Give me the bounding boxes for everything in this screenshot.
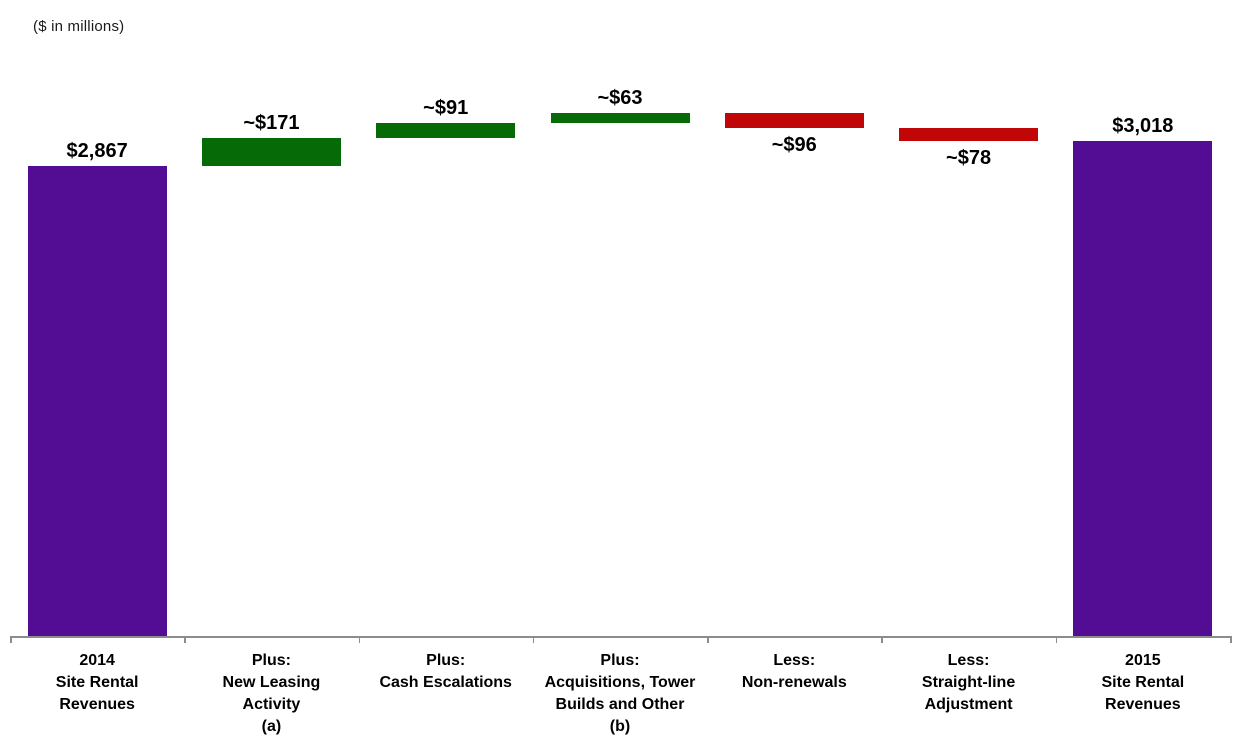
x-axis-category-line: Revenues (59, 696, 135, 713)
x-axis-category-line: New Leasing (222, 674, 321, 691)
x-axis-category-label: 2014 Site Rental Revenues (2, 650, 192, 716)
x-axis-tick (1230, 636, 1232, 643)
x-axis-category-label: Less: Straight-line Adjustment (873, 650, 1063, 716)
x-axis-category-line: Plus: (251, 652, 291, 669)
x-axis-line (10, 636, 1230, 638)
waterfall-bar-5 (724, 112, 864, 129)
waterfall-bar-3 (376, 123, 516, 138)
bar-value-label: $3,018 (1112, 115, 1174, 138)
x-axis-category-line: (b) (609, 718, 631, 735)
x-axis-category-line: Less: (947, 652, 990, 669)
x-axis-tick (707, 636, 709, 643)
x-axis-tick (10, 636, 12, 643)
waterfall-bar-7 (1073, 141, 1213, 636)
x-axis-category-line: Revenues (1105, 696, 1181, 713)
x-axis-category-line: Non-renewals (741, 674, 847, 691)
waterfall-bar-1 (27, 166, 167, 636)
x-axis-category-line: Activity (242, 696, 301, 713)
bar-value-label: ~$171 (243, 111, 300, 134)
bar-value-label: ~$78 (946, 147, 992, 170)
x-axis-category-line: (a) (261, 718, 282, 735)
waterfall-bar-2 (201, 137, 341, 166)
x-axis-category-line: 2015 (1125, 652, 1161, 669)
x-axis-category-line: Plus: (600, 652, 640, 669)
x-axis-tick (881, 636, 883, 643)
x-axis-category-line: Site Rental (1101, 674, 1185, 691)
waterfall-bar-6 (899, 128, 1039, 142)
x-axis-category-label: Plus: New Leasing Activity (a) (176, 650, 366, 738)
x-axis-category-label: Less: Non-renewals (699, 650, 889, 694)
units-note: ($ in millions) (33, 18, 125, 35)
x-axis-category-line: Straight-line (921, 674, 1016, 691)
bar-value-label: ~$91 (423, 97, 469, 120)
bar-value-label: ~$63 (597, 86, 643, 109)
x-axis-category-line: 2014 (79, 652, 115, 669)
x-axis-tick (532, 636, 535, 643)
bar-value-label: $2,867 (66, 140, 128, 162)
x-axis-category-line: Acquisitions, Tower (544, 674, 696, 691)
bar-value-label: ~$96 (771, 134, 817, 157)
waterfall-bar-4 (550, 112, 690, 124)
x-axis-category-line: Builds and Other (555, 696, 685, 713)
x-axis-category-label: 2015 Site Rental Revenues (1048, 650, 1238, 716)
x-axis-category-label: Plus: Cash Escalations (351, 650, 541, 694)
x-axis-tick (184, 636, 186, 643)
x-axis-category-line: Site Rental (55, 674, 139, 691)
x-axis-category-line: Cash Escalations (379, 674, 512, 691)
x-axis-category-label: Plus: Acquisitions, Tower Builds and Other… (525, 650, 715, 738)
x-axis-category-line: Plus: (426, 652, 466, 669)
x-axis-category-line: Less: (773, 652, 816, 669)
x-axis-category-line: Adjustment (924, 696, 1013, 713)
x-axis-tick (358, 636, 361, 643)
x-axis-tick (1055, 636, 1058, 643)
